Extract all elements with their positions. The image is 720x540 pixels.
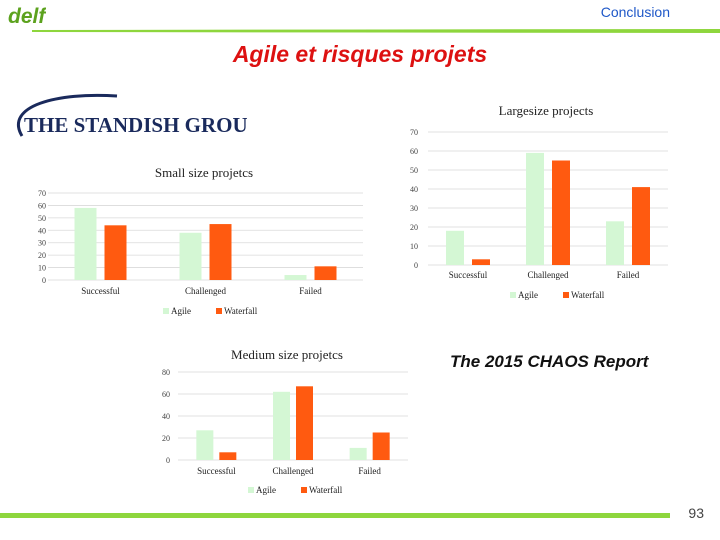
y-tick-label: 50 [38, 214, 46, 223]
y-tick-label: 70 [38, 189, 46, 198]
chart-small-projects: Small size projetcs 0 10 20 30 40 50 60 70 Succes… [38, 165, 363, 316]
y-tick-label: 40 [38, 226, 46, 235]
bar-waterfall-challenged [296, 386, 313, 460]
legend-swatch-waterfall [301, 487, 307, 493]
y-tick-label: 30 [410, 204, 418, 213]
footer-rule [0, 513, 670, 518]
x-category-label: Failed [299, 286, 322, 296]
chart-medium-projects: Medium size projetcs 0 20 40 60 80 Successful C… [162, 347, 408, 495]
y-tick-label: 40 [162, 412, 170, 421]
x-category-label: Failed [358, 466, 381, 476]
bar-waterfall-failed [372, 432, 390, 460]
legend-label-waterfall: Waterfall [571, 290, 605, 300]
chart-title: Largesize projects [499, 103, 594, 118]
bar-agile-failed [284, 275, 307, 280]
x-category-label: Challenged [528, 270, 569, 280]
chart-title: Small size projetcs [155, 165, 253, 180]
x-category-label: Successful [81, 286, 120, 296]
bar-waterfall-challenged [552, 160, 570, 265]
y-tick-label: 0 [166, 456, 170, 465]
bar-waterfall-challenged [209, 224, 232, 280]
legend-label-waterfall: Waterfall [309, 485, 343, 495]
bar-waterfall-successful [219, 452, 237, 460]
chart-title: Medium size projetcs [231, 347, 343, 362]
legend-label-agile: Agile [518, 290, 538, 300]
legend-label-agile: Agile [256, 485, 276, 495]
header-rule [32, 29, 720, 33]
y-tick-label: 20 [162, 434, 170, 443]
bar-agile-failed [606, 221, 624, 265]
page-number: 93 [688, 505, 704, 521]
bar-waterfall-successful [104, 225, 127, 280]
chart-large-projects: Largesize projects 0 10 20 30 40 50 60 70 Success… [410, 103, 668, 300]
y-tick-label: 0 [42, 276, 46, 285]
legend-label-waterfall: Waterfall [224, 306, 258, 316]
report-title: The 2015 CHAOS Report [450, 352, 649, 371]
legend-swatch-agile [510, 292, 516, 298]
logo-text: delf [8, 5, 46, 28]
x-category-label: Successful [197, 466, 236, 476]
section-label: Conclusion [600, 4, 670, 20]
standish-group-name: THE STANDISH GROUP [24, 113, 247, 137]
y-tick-label: 0 [414, 261, 418, 270]
legend-swatch-agile [163, 308, 169, 314]
bar-waterfall-successful [472, 259, 490, 265]
standish-group-logo: THE STANDISH GROUP [17, 93, 247, 137]
page-title: Agile et risques projets [232, 41, 488, 67]
x-category-label: Failed [617, 270, 640, 280]
y-tick-label: 60 [410, 147, 418, 156]
bar-agile-successful [196, 430, 214, 460]
bar-waterfall-failed [314, 266, 337, 280]
logo-swoosh-arc [17, 93, 118, 137]
y-tick-label: 20 [410, 223, 418, 232]
bar-agile-successful [74, 207, 97, 280]
y-tick-label: 10 [410, 242, 418, 251]
bar-waterfall-failed [632, 187, 650, 265]
y-tick-label: 60 [38, 201, 46, 210]
legend-swatch-waterfall [563, 292, 569, 298]
y-tick-label: 10 [38, 264, 46, 273]
y-tick-label: 20 [38, 251, 46, 260]
x-category-label: Challenged [185, 286, 226, 296]
bar-agile-challenged [526, 152, 544, 265]
bar-agile-challenged [179, 232, 202, 280]
x-category-label: Challenged [273, 466, 314, 476]
y-tick-label: 40 [410, 185, 418, 194]
x-category-label: Successful [449, 270, 488, 280]
y-tick-label: 30 [38, 239, 46, 248]
legend-swatch-agile [248, 487, 254, 493]
bar-agile-failed [349, 447, 367, 460]
bar-agile-challenged [273, 391, 290, 460]
y-tick-label: 80 [162, 368, 170, 377]
delf-logo: delf [8, 5, 46, 28]
y-tick-label: 60 [162, 390, 170, 399]
y-tick-label: 70 [410, 128, 418, 137]
legend-swatch-waterfall [216, 308, 222, 314]
y-tick-label: 50 [410, 166, 418, 175]
bar-agile-successful [446, 230, 464, 265]
legend-label-agile: Agile [171, 306, 191, 316]
